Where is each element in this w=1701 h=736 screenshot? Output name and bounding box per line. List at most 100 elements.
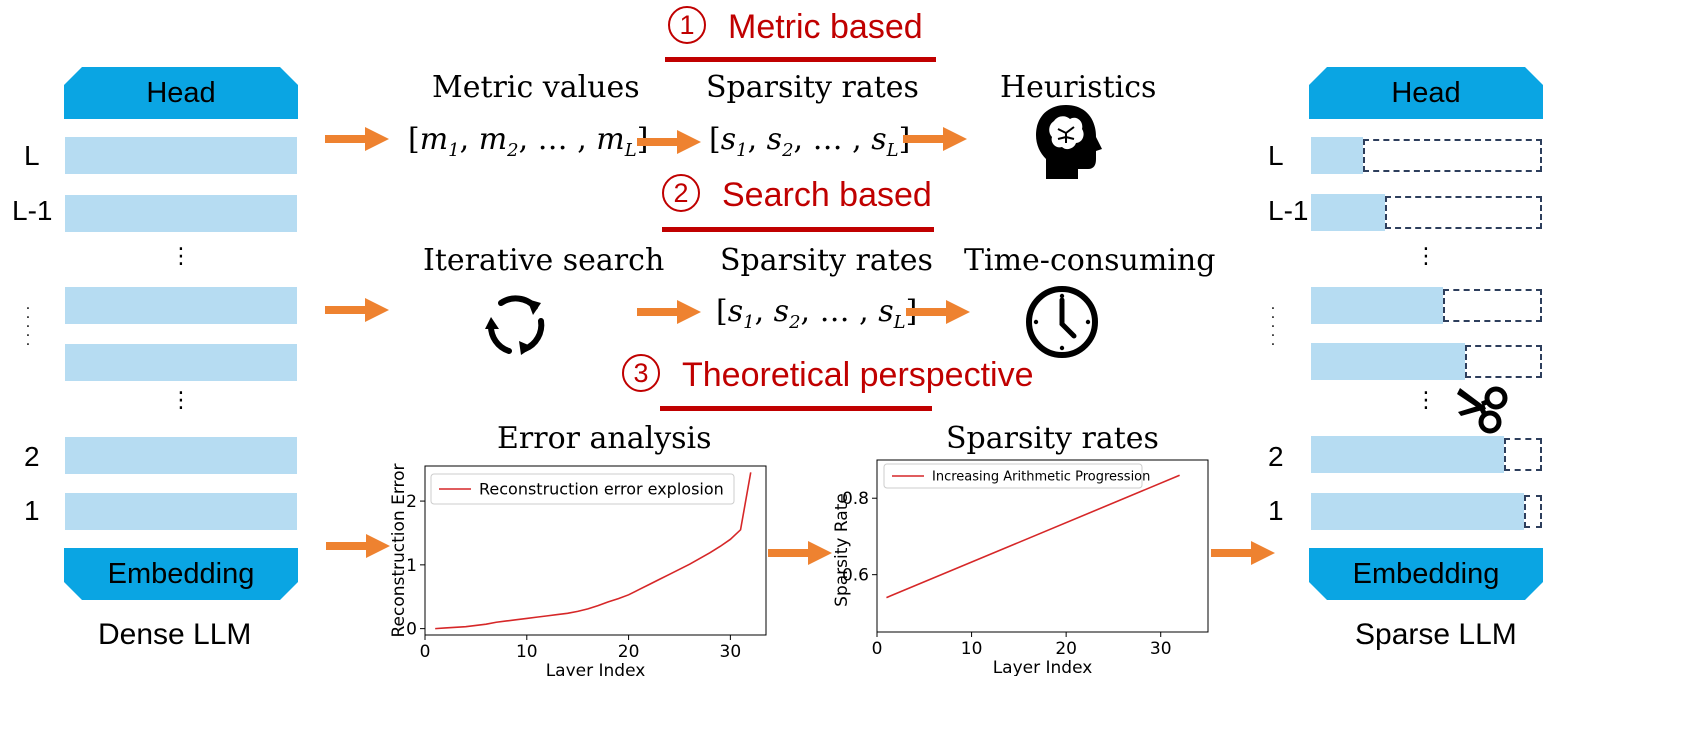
section-metric-label: Metric based [728, 8, 923, 46]
sparse-layer-L-kept [1311, 137, 1363, 174]
metric-sparsity-vector: [s1, s2, … , sL] [709, 122, 910, 161]
sparse-layer-L-1-pruned [1385, 196, 1542, 229]
arrow-icon [325, 298, 389, 322]
dense-layer-2 [65, 437, 297, 474]
dense-side-ellipsis: · · · · · [25, 301, 31, 353]
dense-embedding-label: Embedding [107, 557, 255, 590]
series-line [435, 472, 752, 630]
search-sparsity-label: Sparsity rates [720, 243, 933, 278]
sparse-layer-pruned [1465, 345, 1542, 378]
dense-ellipsis-bottom: ⋮ [170, 388, 192, 413]
dense-layer-label-1: 1 [24, 495, 40, 526]
section-search-underline [662, 227, 934, 232]
dense-ellipsis-top: ⋮ [170, 244, 192, 269]
section-number-1: 1 [668, 6, 706, 45]
section-search-label: Search based [722, 176, 932, 214]
legend-label: Increasing Arithmetic Progression [932, 469, 1150, 484]
y-tick-label: 0 [406, 620, 417, 640]
legend-label: Reconstruction error explosion [479, 479, 724, 498]
time-consuming-label: Time-consuming [964, 243, 1216, 278]
arrow-icon [637, 130, 701, 154]
sparse-layer-2-kept [1311, 436, 1504, 473]
sparse-llm-caption: Sparse LLM [1355, 618, 1517, 651]
x-tick-label: 30 [720, 642, 742, 662]
dense-head-block: Head [64, 67, 298, 119]
sparse-embedding-block: Embedding [1309, 548, 1543, 600]
arrow-icon [325, 127, 389, 151]
section-number-2: 2 [662, 174, 700, 213]
dense-layer-L [65, 137, 297, 174]
plot-frame [876, 459, 1209, 633]
sparse-ellipsis-top: ⋮ [1415, 244, 1437, 269]
sparse-layer-1-pruned [1524, 495, 1542, 528]
sparse-layer-label-L-1: L-1 [1268, 195, 1309, 226]
dense-layer-label-L-1: L-1 [12, 195, 53, 226]
arrow-icon [326, 534, 390, 558]
x-tick-label: 0 [420, 642, 431, 662]
section-number-3: 3 [622, 354, 660, 393]
dense-layer [65, 287, 297, 324]
sparse-head-label: Head [1391, 76, 1461, 109]
y-tick-label: 1 [406, 556, 417, 576]
y-tick-label: 0.8 [842, 489, 869, 509]
search-sparsity-vector: [s1, s2, … , sL] [716, 294, 917, 333]
dense-layer [65, 344, 297, 381]
arrow-icon [768, 541, 832, 565]
error-analysis-chart: 0 10 20 30 0 1 2 Layer Index Reconstruction Erro… [389, 463, 767, 676]
section-theory-underline [660, 406, 932, 411]
sparse-layer-label-1: 1 [1268, 495, 1284, 526]
arrow-icon [906, 300, 970, 324]
sparse-layer-L-1-kept [1311, 194, 1385, 231]
dense-llm-caption: Dense LLM [98, 618, 252, 651]
dense-head-label: Head [146, 76, 216, 109]
y-axis-label: Sparsity Rate [832, 493, 852, 607]
heuristics-label: Heuristics [1000, 70, 1157, 105]
x-tick-label: 10 [516, 642, 538, 662]
sparse-layer-1-kept [1311, 493, 1524, 530]
x-axis-label: Layer Index [993, 658, 1093, 676]
x-axis-label: Layer Index [546, 661, 646, 676]
sparse-side-ellipsis: · · · · · [1270, 301, 1276, 353]
plot-frame [424, 465, 767, 636]
sparse-layer-L-pruned [1363, 139, 1542, 172]
section-search-title: 2 Search based [662, 174, 932, 216]
dense-layer-label-2: 2 [24, 441, 40, 472]
dense-layer-L-1 [65, 195, 297, 232]
y-tick-label: 0.6 [842, 566, 869, 586]
x-tick-label: 20 [618, 642, 640, 662]
sparse-layer-pruned [1443, 289, 1542, 322]
y-axis-label: Reconstruction Error [389, 463, 409, 637]
error-analysis-title: Error analysis [497, 421, 712, 456]
sparsity-rates-chart: 0 10 20 30 0.6 0.8 Layer Index Sparsity Rate Inc… [832, 459, 1209, 676]
arrow-icon [903, 127, 967, 151]
section-theory-label: Theoretical perspective [682, 356, 1034, 394]
section-metric-underline [665, 57, 936, 62]
sparse-layer-2-pruned [1504, 438, 1542, 471]
refresh-cycle-icon [485, 295, 545, 355]
sparse-layer-kept [1311, 343, 1465, 380]
clock-icon [1026, 286, 1098, 358]
dense-embedding-block: Embedding [64, 548, 298, 600]
scissors-icon [1457, 386, 1508, 434]
x-tick-label: 30 [1150, 639, 1172, 659]
x-tick-label: 20 [1055, 639, 1077, 659]
series-line [886, 474, 1180, 599]
section-metric-title: 1 Metric based [668, 6, 923, 48]
sparse-embedding-label: Embedding [1352, 557, 1500, 590]
x-tick-label: 0 [872, 639, 883, 659]
metric-sparsity-label: Sparsity rates [706, 70, 919, 105]
iterative-search-label: Iterative search [423, 243, 665, 278]
x-tick-label: 10 [961, 639, 983, 659]
legend-box [883, 463, 1143, 489]
arrow-icon [637, 300, 701, 324]
sparse-ellipsis-bottom: ⋮ [1415, 388, 1437, 413]
metric-values-vector: [m1, m2, … , mL] [408, 122, 648, 161]
arrow-icon [1211, 541, 1275, 565]
dense-layer-1 [65, 493, 297, 530]
brain-head-icon [1036, 105, 1102, 179]
section-theory-title: 3 Theoretical perspective [622, 354, 1034, 396]
sparse-layer-kept [1311, 287, 1443, 324]
sparse-layer-label-2: 2 [1268, 441, 1284, 472]
dense-layer-label-L: L [24, 140, 40, 171]
theory-sparsity-title: Sparsity rates [946, 421, 1159, 456]
